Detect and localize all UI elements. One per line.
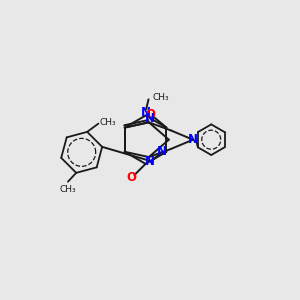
Text: N: N: [145, 155, 155, 168]
Text: CH₃: CH₃: [152, 93, 169, 102]
Text: N: N: [158, 145, 167, 158]
Text: O: O: [127, 172, 136, 184]
Text: CH₃: CH₃: [100, 118, 116, 127]
Text: CH₃: CH₃: [59, 185, 76, 194]
Text: N: N: [141, 106, 151, 118]
Text: O: O: [145, 109, 155, 122]
Text: N: N: [145, 112, 155, 125]
Text: N: N: [188, 133, 198, 146]
